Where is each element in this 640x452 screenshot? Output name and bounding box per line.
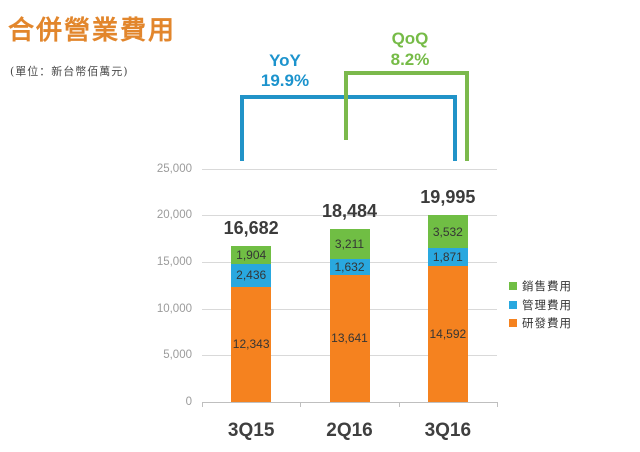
axis-tick bbox=[202, 402, 203, 407]
x-axis-line bbox=[202, 402, 497, 403]
bar-segment-label: 13,641 bbox=[331, 331, 368, 346]
bar-total-label: 16,682 bbox=[223, 218, 279, 239]
gridline bbox=[202, 168, 497, 170]
bar-segment bbox=[427, 215, 468, 249]
bar-segment-label: 1,904 bbox=[236, 248, 267, 263]
bar-segment-label: 1,871 bbox=[432, 249, 463, 264]
legend-label-rd: 研發費用 bbox=[522, 316, 572, 331]
bar-total-label: 19,995 bbox=[420, 187, 476, 208]
y-axis-label: 15,000 bbox=[156, 255, 192, 268]
y-axis-label: 25,000 bbox=[156, 162, 192, 175]
x-axis-label: 2Q16 bbox=[326, 420, 373, 441]
legend-item-rd: 研發費用 bbox=[509, 314, 572, 333]
admin-swatch-icon bbox=[509, 300, 517, 309]
legend-label-sales: 銷售費用 bbox=[522, 279, 572, 294]
bar-segment bbox=[427, 265, 468, 402]
bar-segment bbox=[231, 246, 272, 264]
qoq-value: 8.2% bbox=[390, 50, 430, 69]
x-axis-label: 3Q15 bbox=[227, 420, 275, 441]
axis-tick bbox=[398, 402, 400, 407]
sales-swatch-icon bbox=[509, 282, 517, 291]
page-title: 合併營業費用 bbox=[8, 16, 177, 46]
bar-segment-label: 14,592 bbox=[429, 326, 467, 341]
bar-segment bbox=[231, 286, 272, 402]
y-axis-label: 0 bbox=[185, 396, 192, 408]
rd-swatch-icon bbox=[509, 319, 517, 328]
gridline bbox=[202, 215, 497, 217]
yoy-label: YoY bbox=[269, 51, 301, 70]
yoy-value: 19.9% bbox=[260, 71, 310, 90]
axis-tick bbox=[300, 402, 302, 407]
unit-note: (單位：新台幣佰萬元) bbox=[10, 65, 129, 78]
legend: 銷售費用 管理費用 研發費用 bbox=[509, 277, 572, 333]
qoq-bracket-left-line bbox=[344, 71, 348, 140]
bar-segment-label: 12,343 bbox=[232, 337, 270, 352]
legend-item-sales: 銷售費用 bbox=[509, 277, 572, 296]
x-axis-label: 3Q16 bbox=[424, 420, 472, 441]
bar-segment bbox=[329, 274, 370, 402]
legend-label-admin: 管理費用 bbox=[522, 297, 572, 312]
bar-segment bbox=[427, 248, 468, 266]
legend-item-admin: 管理費用 bbox=[509, 296, 572, 315]
bar-segment-label: 2,436 bbox=[236, 268, 267, 283]
qoq-bracket-line bbox=[344, 71, 469, 161]
bar-segment-label: 3,211 bbox=[334, 237, 365, 252]
bar-segment-label: 3,532 bbox=[432, 224, 463, 239]
bar-segment bbox=[231, 263, 272, 287]
qoq-annotation: QoQ 8.2% bbox=[365, 28, 455, 70]
qoq-label: QoQ bbox=[391, 29, 429, 48]
bar-segment bbox=[329, 259, 370, 275]
bar-segment bbox=[329, 229, 370, 260]
axis-tick bbox=[497, 402, 498, 407]
yoy-annotation: YoY 19.9% bbox=[240, 51, 330, 91]
y-axis-label: 5,000 bbox=[163, 349, 192, 362]
bar-segment-label: 1,632 bbox=[334, 259, 365, 274]
bar-total-label: 18,484 bbox=[321, 201, 378, 222]
y-axis-label: 20,000 bbox=[156, 209, 192, 222]
y-axis-label: 10,000 bbox=[156, 302, 192, 315]
yoy-bracket-line bbox=[240, 95, 457, 161]
